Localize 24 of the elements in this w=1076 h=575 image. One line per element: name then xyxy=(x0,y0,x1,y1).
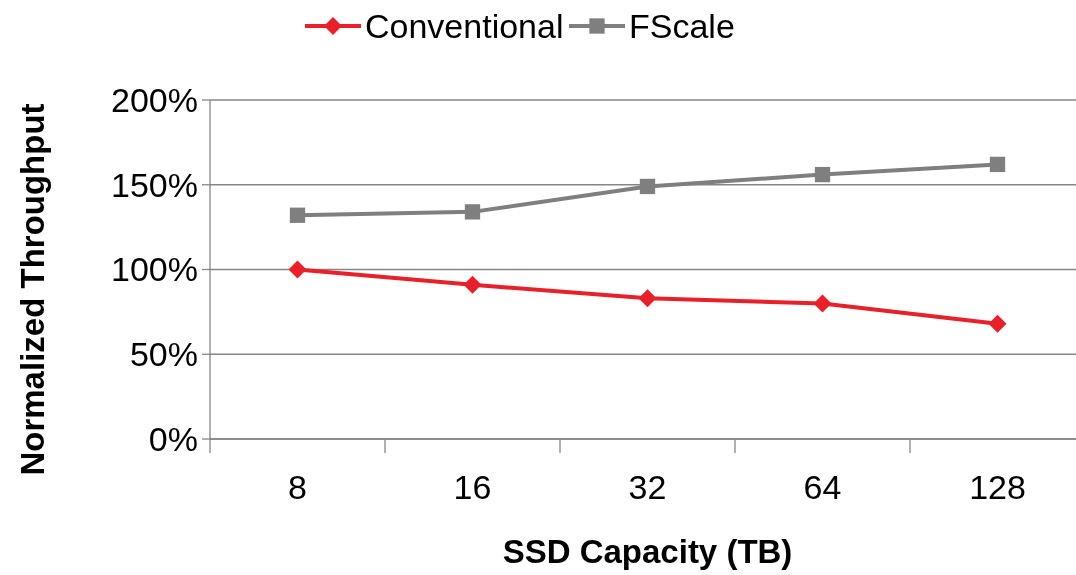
x-axis-title: SSD Capacity (TB) xyxy=(502,533,793,570)
y-tick-label: 200% xyxy=(111,80,198,119)
point xyxy=(463,275,482,294)
x-tick-label: 16 xyxy=(453,468,492,506)
point xyxy=(638,289,657,308)
y-tick-label: 0% xyxy=(148,419,198,458)
y-axis-title: Normalized Throughput xyxy=(14,103,51,476)
point xyxy=(289,207,306,223)
legend-label: FScale xyxy=(629,6,735,45)
point xyxy=(813,294,832,313)
y-tick-label: 150% xyxy=(111,165,198,204)
point xyxy=(288,260,307,279)
point xyxy=(988,314,1007,333)
x-tick-label: 8 xyxy=(288,468,307,506)
x-tick-label: 32 xyxy=(628,468,667,506)
x-tick-label: 64 xyxy=(803,468,842,506)
x-tick-label: 128 xyxy=(969,468,1026,506)
legend-label: Conventional xyxy=(365,6,564,45)
point xyxy=(989,156,1006,173)
y-tick-label: 50% xyxy=(129,335,198,374)
point xyxy=(814,166,831,183)
point xyxy=(639,178,656,195)
y-tick-label: 100% xyxy=(111,250,198,289)
point xyxy=(464,204,481,220)
